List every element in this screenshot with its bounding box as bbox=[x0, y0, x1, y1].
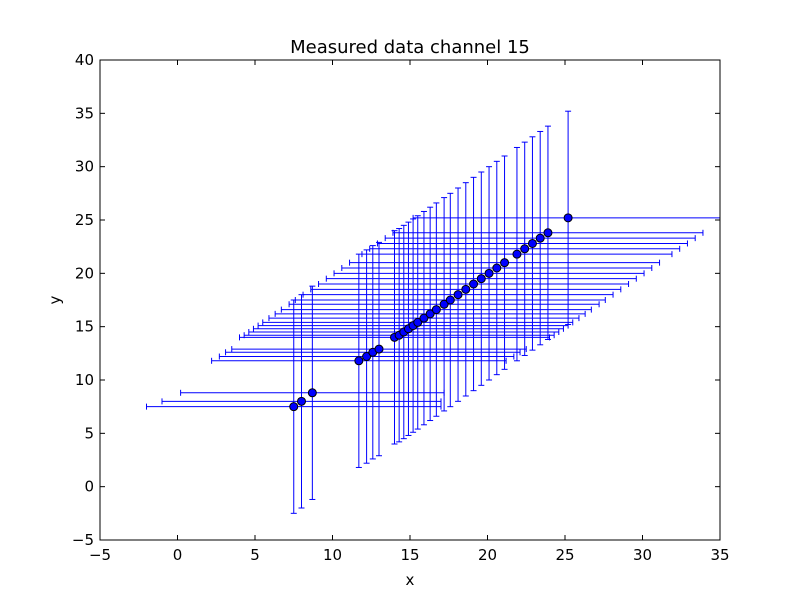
y-tick-label: 0 bbox=[84, 478, 94, 496]
data-point bbox=[297, 396, 306, 406]
data-point bbox=[289, 402, 299, 412]
data-point bbox=[453, 290, 463, 300]
data-point bbox=[543, 228, 553, 238]
data-point bbox=[439, 299, 449, 309]
plot-area bbox=[146, 110, 720, 514]
y-tick-label: 25 bbox=[75, 211, 94, 229]
data-point bbox=[492, 263, 502, 273]
data-point bbox=[354, 356, 364, 366]
y-tick-label: 30 bbox=[75, 158, 94, 176]
x-tick-label: −5 bbox=[89, 546, 111, 564]
data-point bbox=[413, 317, 423, 327]
y-axis: −5 0 5 10 15 20 25 30 35 40 bbox=[72, 51, 720, 549]
series-0 bbox=[146, 110, 720, 514]
data-point bbox=[512, 249, 522, 259]
data-point bbox=[535, 233, 545, 243]
data-point bbox=[461, 284, 471, 294]
data-point bbox=[425, 309, 435, 319]
data-point bbox=[469, 279, 479, 289]
y-tick-label: 40 bbox=[75, 51, 94, 69]
data-point bbox=[374, 344, 384, 354]
x-axis-label: x bbox=[406, 571, 415, 589]
data-point bbox=[362, 352, 372, 362]
y-tick-label: 20 bbox=[75, 264, 94, 282]
x-tick-label: 15 bbox=[400, 546, 419, 564]
y-tick-label: −5 bbox=[72, 531, 94, 549]
data-point bbox=[520, 244, 530, 254]
data-point bbox=[307, 388, 317, 398]
data-point bbox=[527, 238, 537, 248]
y-axis-label: y bbox=[46, 295, 64, 304]
x-tick-label: 0 bbox=[173, 546, 183, 564]
x-tick-label: 35 bbox=[710, 546, 729, 564]
y-tick-label: 35 bbox=[75, 104, 94, 122]
x-tick-label: 25 bbox=[555, 546, 574, 564]
chart-title: Measured data channel 15 bbox=[290, 37, 530, 58]
y-tick-label: 10 bbox=[75, 371, 94, 389]
data-point bbox=[476, 274, 486, 284]
data-point bbox=[445, 295, 455, 305]
data-point bbox=[431, 305, 441, 315]
y-tick-label: 15 bbox=[75, 318, 94, 336]
y-tick-label: 5 bbox=[84, 424, 94, 442]
data-point bbox=[419, 313, 429, 323]
x-tick-label: 20 bbox=[478, 546, 497, 564]
x-axis: −5 0 5 10 15 20 25 30 35 bbox=[89, 60, 730, 564]
data-point bbox=[500, 258, 510, 268]
data-point bbox=[484, 268, 494, 278]
data-point bbox=[563, 213, 573, 223]
x-tick-label: 30 bbox=[633, 546, 652, 564]
x-tick-label: 10 bbox=[323, 546, 342, 564]
x-tick-label: 5 bbox=[250, 546, 260, 564]
